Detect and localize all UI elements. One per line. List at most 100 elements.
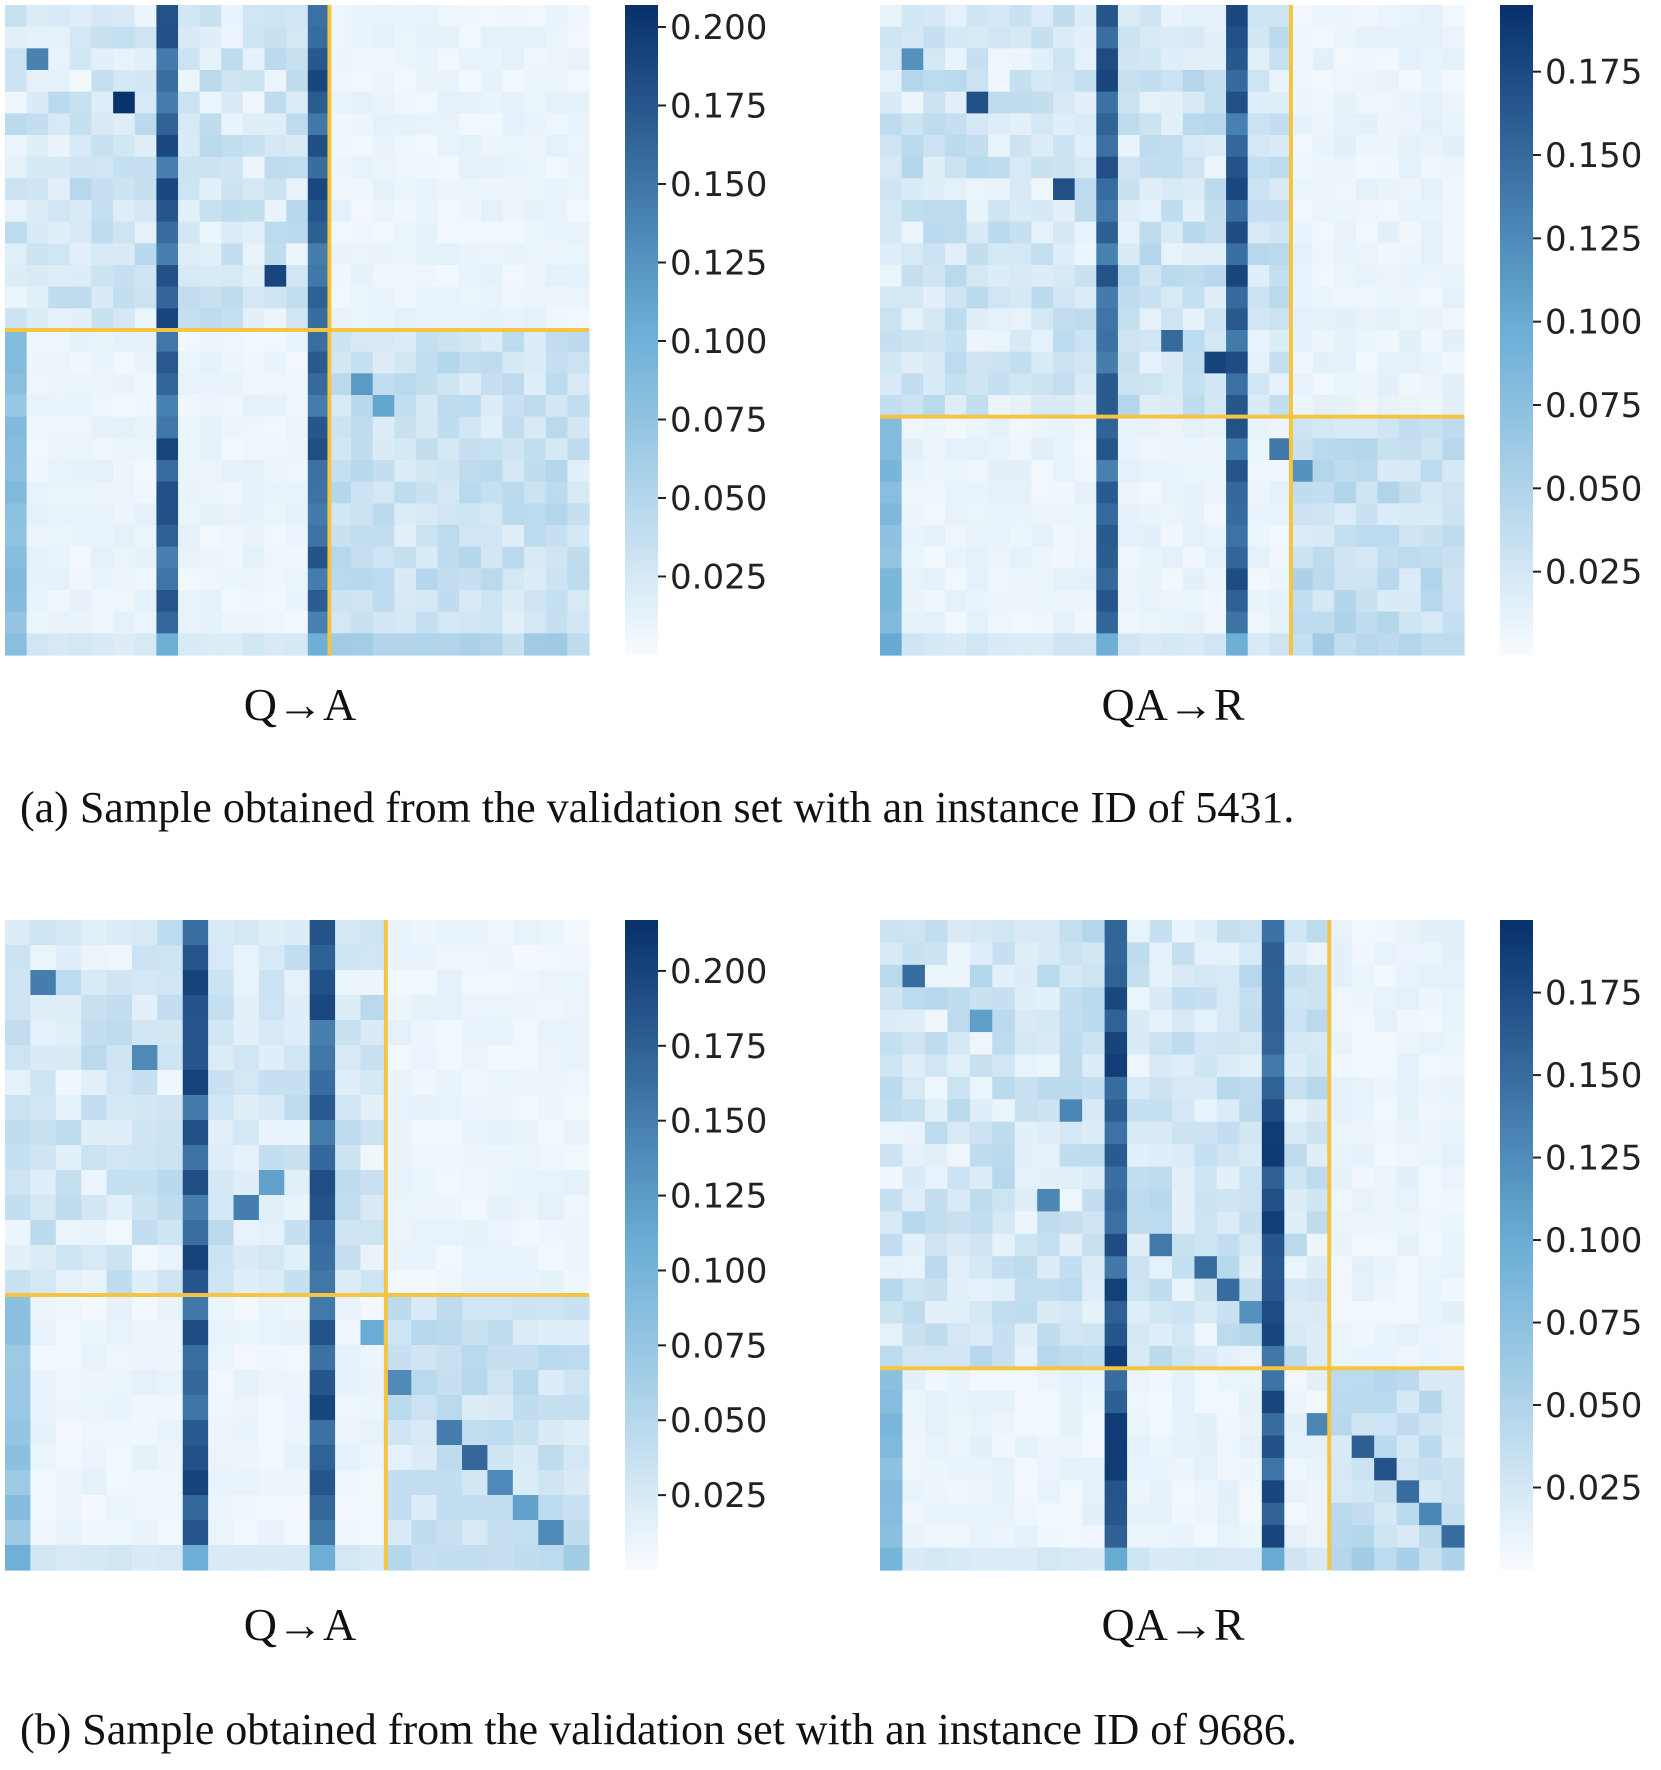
heatmap-cell: [372, 633, 395, 656]
heatmap-cell: [901, 200, 924, 223]
heatmap-cell: [924, 964, 948, 988]
heatmap-cell: [1194, 1076, 1218, 1100]
heatmap-cell: [69, 373, 93, 396]
heatmap-cell: [91, 48, 114, 71]
heatmap-cell: [134, 221, 158, 244]
heatmap-cell: [1419, 1323, 1443, 1347]
heatmap-cell: [567, 70, 590, 93]
heatmap-cell: [30, 1420, 57, 1446]
heatmap-cell: [502, 26, 525, 49]
heatmap-cell: [284, 1045, 311, 1071]
heatmap-cell: [1161, 416, 1184, 439]
heatmap-cell: [512, 1095, 539, 1121]
heatmap-cell: [1096, 243, 1119, 266]
heatmap-cell: [1269, 416, 1292, 439]
heatmap-cell: [286, 48, 309, 71]
heatmap-cell: [309, 1145, 336, 1171]
heatmap-cell: [1059, 1502, 1083, 1526]
heatmap-cell: [30, 1395, 57, 1421]
heatmap-cell: [106, 920, 133, 946]
heatmap-cell: [502, 351, 525, 374]
heatmap-cell: [329, 26, 352, 49]
heatmap-cell: [923, 286, 946, 309]
heatmap-cell: [1306, 1009, 1330, 1033]
heatmap-cell: [902, 1099, 926, 1123]
heatmap-cell: [5, 568, 28, 591]
heatmap-cell: [30, 1170, 57, 1196]
heatmap-cell: [1334, 460, 1357, 483]
heatmap-cell: [944, 156, 968, 179]
heatmap-cell: [91, 590, 114, 613]
heatmap-cell: [947, 987, 971, 1011]
heatmap-cell: [1204, 590, 1227, 613]
heatmap-cell: [1149, 1502, 1173, 1526]
heatmap-cell: [1284, 1188, 1308, 1212]
colorbar: [625, 920, 658, 1570]
heatmap-cell: [1149, 1233, 1173, 1257]
heatmap-cell: [1420, 70, 1443, 93]
heatmap-cell: [947, 1233, 971, 1257]
heatmap-cell: [199, 611, 222, 634]
heatmap-cell: [1096, 113, 1119, 136]
heatmap-cell: [487, 1045, 514, 1071]
heatmap-cell: [966, 460, 989, 483]
heatmap-cell: [1355, 503, 1379, 526]
heatmap-cell: [1377, 481, 1400, 504]
heatmap-cell: [385, 945, 412, 971]
heatmap-cell: [55, 1420, 82, 1446]
heatmap-cell: [1420, 265, 1443, 288]
heatmap-cell: [1399, 525, 1422, 548]
heatmap-cell: [1419, 1032, 1443, 1056]
heatmap-cell: [199, 26, 222, 49]
heatmap-cell: [351, 135, 374, 158]
heatmap-cell: [284, 1245, 311, 1271]
heatmap-cell: [1194, 1413, 1218, 1437]
heatmap-cell: [1194, 964, 1218, 988]
heatmap-cell: [1239, 1099, 1263, 1123]
heatmap-cell: [538, 1120, 565, 1146]
heatmap-cell: [182, 1495, 209, 1521]
heatmap-cell: [1139, 70, 1162, 93]
heatmap-cell: [1031, 546, 1054, 569]
heatmap-cell: [966, 590, 989, 613]
heatmap-cell: [1269, 48, 1292, 71]
heatmap-cell: [1247, 438, 1270, 461]
heatmap-cell: [1355, 156, 1379, 179]
heatmap-cell: [462, 1545, 489, 1571]
heatmap-cell: [1127, 1301, 1151, 1325]
heatmap-cell: [178, 178, 201, 201]
heatmap-cell: [1009, 156, 1033, 179]
heatmap-cell: [30, 1545, 57, 1571]
heatmap-cell: [437, 633, 460, 656]
heatmap-cell: [969, 1166, 993, 1190]
heatmap-cell: [30, 1370, 57, 1396]
heatmap-cell: [131, 945, 158, 971]
heatmap-cell: [1194, 1032, 1218, 1056]
heatmap-cell: [286, 351, 309, 374]
heatmap-cell: [1312, 351, 1335, 374]
heatmap-cell: [880, 568, 903, 591]
heatmap-cell: [1031, 308, 1054, 331]
heatmap-cell: [69, 200, 93, 223]
heatmap-cell: [1306, 1211, 1330, 1235]
heatmap-cell: [264, 91, 287, 114]
heatmap-cell: [106, 970, 133, 996]
heatmap-cell: [1074, 373, 1097, 396]
heatmap-cell: [524, 70, 547, 93]
heatmap-cell: [1053, 373, 1076, 396]
heatmap-cell: [26, 265, 49, 288]
heatmap-cell: [1053, 330, 1076, 353]
heatmap-cell: [924, 1009, 948, 1033]
heatmap-cell: [567, 525, 590, 548]
heatmap-cell: [221, 200, 244, 223]
heatmap-cell: [411, 1045, 438, 1071]
heatmap-cell: [394, 351, 417, 374]
heatmap-cell: [156, 243, 179, 266]
heatmap-cell: [524, 48, 547, 71]
heatmap-cell: [1096, 26, 1119, 49]
heatmap-cell: [1306, 1032, 1330, 1056]
heatmap-cell: [1031, 26, 1054, 49]
heatmap-cell: [880, 1480, 904, 1504]
heatmap-cell: [55, 1345, 82, 1371]
heatmap-cell: [372, 243, 395, 266]
